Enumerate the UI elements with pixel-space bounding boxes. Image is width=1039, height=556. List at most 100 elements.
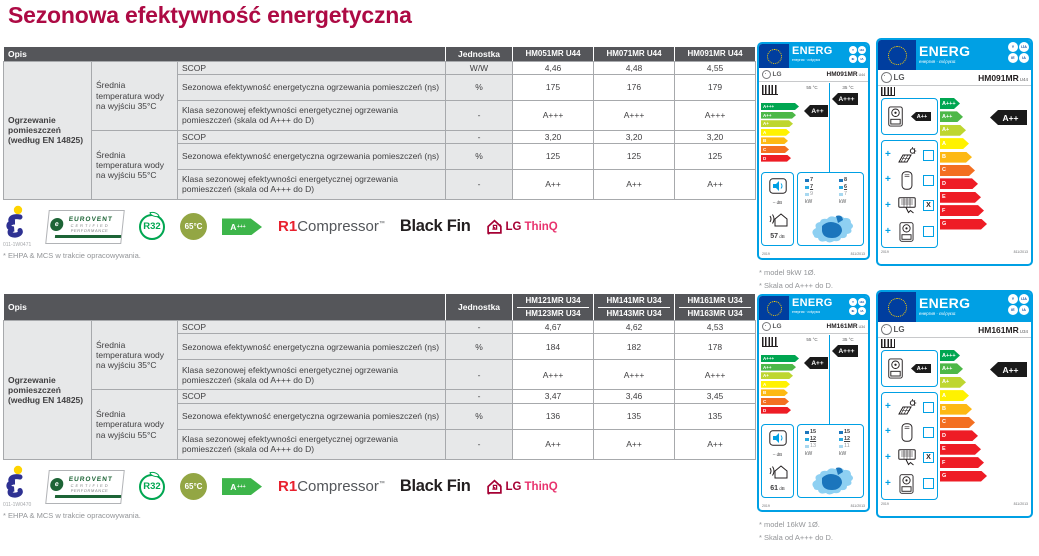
value-cell: 182: [593, 333, 676, 361]
model-suffix: U44: [858, 73, 865, 77]
eu-flag-icon: [878, 40, 916, 70]
component-row: +: [885, 398, 934, 416]
leaf-icon: [149, 209, 160, 220]
energ-badge: Y: [849, 46, 857, 54]
class-arrow-text: A+++: [838, 347, 855, 355]
eurovent-badge-icon: e: [49, 477, 64, 491]
outdoor-noise-icon: [769, 465, 787, 479]
black-fin-logo: Black Fin: [399, 217, 471, 236]
energ-badge: IJA: [1019, 42, 1029, 52]
kw-unit: kW: [805, 199, 813, 205]
outdoor-noise-icon: [769, 213, 787, 227]
unit-cell: -: [445, 320, 514, 335]
ehpa-logo-wrap: 011-1W0470: [3, 465, 47, 508]
energ-badge: IE: [849, 55, 857, 63]
scale-bar: A+++: [940, 350, 960, 361]
energ-badges: Y IJA IE IA: [849, 298, 866, 315]
scale-bar: A+: [940, 125, 966, 136]
indoor-noise-value: – dB: [773, 200, 782, 205]
cert-code: 011-1W0470: [3, 502, 32, 509]
value-cell: A++: [593, 428, 676, 460]
table-row: Sezonowa efektywność energetyczna ogrzew…: [4, 333, 757, 361]
unit-cell: -: [445, 168, 514, 200]
climate-square-icon: [839, 444, 843, 449]
section-hm0x1: Opis Jednostka HM051MR U44 HM071MR U44 H…: [2, 46, 757, 260]
plus-sign: +: [885, 149, 891, 160]
lg-logo: LG: [881, 324, 905, 335]
model-name: HM121MR U34: [525, 296, 581, 305]
black-fin-logo: Black Fin: [399, 477, 471, 496]
scale-bar: B: [761, 137, 788, 144]
checkbox: X: [923, 200, 934, 211]
ehpa-logo-wrap: 011-1W0471: [3, 205, 47, 248]
capacity-55c: 15 12 13 kW: [805, 429, 816, 457]
kw-row: 6: [839, 184, 847, 191]
divider-line: [829, 83, 830, 245]
table-row: Klasa sezonowej efektywności energetyczn…: [4, 99, 757, 131]
noise-unit: dB: [779, 234, 785, 239]
energy-class-scale: A+++ A++ A+ A B C D: [761, 103, 799, 163]
unit-cell: -: [445, 99, 514, 131]
energ-banner: ENERG енергия · ενέργεια Y IJA IE IA: [916, 40, 1031, 70]
energy-label-heatpump: ENERG енергия · ενέργεια Y IJA IE IA LG …: [757, 294, 870, 512]
water-tank-icon: [901, 422, 913, 442]
component-row: +: [885, 146, 934, 164]
unit-cell: %: [445, 333, 514, 361]
table-row: Sezonowa efektywność energetyczna ogrzew…: [4, 142, 757, 170]
col-header-jednostka: Jednostka: [445, 292, 514, 322]
table-row: Klasa sezonowej efektywności energetyczn…: [4, 359, 757, 391]
row-desc: Klasa sezonowej efektywności energetyczn…: [176, 359, 447, 391]
row-desc: Klasa sezonowej efektywności energetyczn…: [176, 168, 447, 200]
value-cell: A++: [512, 428, 595, 460]
energ-word: ENERG: [919, 43, 971, 59]
label-regulation: 811/2013: [1013, 250, 1028, 254]
model-suffix: U44: [1019, 76, 1028, 82]
65c-badge: 65°C: [180, 473, 207, 501]
table-row: Średnia temperatura wody na wyjściu 55°C…: [4, 389, 757, 460]
kw-value: 13: [810, 443, 817, 449]
a-plus3-sup: +++: [236, 223, 246, 230]
eurovent-logo: e EUROVENT CERTIFIED PERFORMANCE: [45, 469, 125, 504]
plus-sign: +: [885, 174, 891, 185]
model-name: HM141MR U34: [606, 296, 662, 305]
row-desc: SCOP: [176, 129, 447, 144]
row-desc: Klasa sezonowej efektywności energetyczn…: [176, 428, 447, 460]
col-header-opis: Opis: [2, 46, 447, 62]
plus-sign: +: [885, 426, 891, 437]
kw-value: 6: [844, 184, 848, 190]
scale-bar: A+++: [940, 98, 960, 109]
eurovent-text: CERTIFIED: [70, 482, 110, 488]
r32-text: R32: [143, 221, 161, 233]
value-cell: 3,20: [593, 129, 676, 144]
lg-thinq-logo: LG ThinQ: [486, 219, 558, 235]
table-row: Sezonowa efektywność energetyczna ogrzew…: [4, 402, 757, 430]
climate-square-icon: [805, 178, 809, 183]
label-regulation: 811/2013: [850, 504, 865, 508]
unit-cell: %: [445, 73, 514, 101]
certification-logos: 011-1W0471 e EUROVENT CERTIFIED PERFORMA…: [3, 205, 755, 249]
model-name: HM071MR U44: [606, 49, 662, 58]
model-text: HM161MR: [826, 323, 858, 330]
row-temp-label: Średnia temperatura wody na wyjściu 55°C: [91, 389, 178, 460]
eurovent-logo: e EUROVENT CERTIFIED PERFORMANCE: [45, 209, 125, 244]
noise-value: 61: [770, 485, 778, 492]
a-plus3-badge: A +++: [222, 478, 262, 496]
energ-banner: ENERG енергия · ενέργεια Y IJA IE IA: [789, 44, 868, 68]
unit-cell: -: [445, 428, 514, 460]
kw-row: 9: [805, 191, 813, 198]
label-model: HM161MRU34: [827, 323, 865, 330]
a-plus3-sup: +++: [236, 483, 246, 490]
energy-label-package: ENERG енергия · ενέργεια Y IJA IE IA LG …: [876, 290, 1033, 518]
energ-sub: енергия · ενέργεια: [919, 59, 956, 64]
value-cell: 176: [593, 73, 676, 101]
package-class-arrow: A++: [990, 110, 1027, 125]
label-year: 2019: [762, 252, 770, 256]
checkbox: [923, 426, 934, 438]
energ-badges: Y IJA IE IA: [1008, 42, 1029, 63]
lg-text: LG: [505, 480, 522, 493]
scale-bar: A: [761, 129, 790, 136]
heat-pump-unit-icon: [888, 106, 903, 127]
solar-collector-icon: [898, 398, 917, 414]
heater-class-arrow: A++: [911, 364, 931, 373]
row-temp-label: Średnia temperatura wody na wyjściu 55°C: [91, 129, 178, 200]
